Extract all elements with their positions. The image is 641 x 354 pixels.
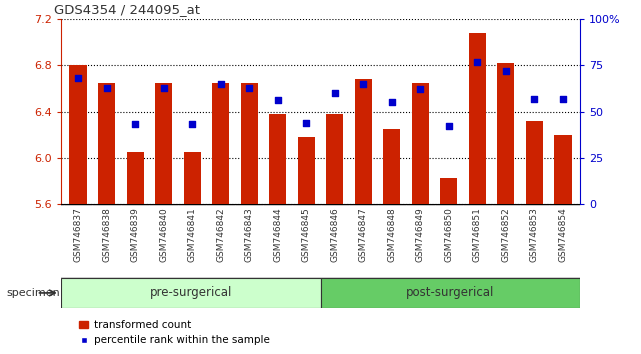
Text: GSM746848: GSM746848	[387, 207, 396, 262]
Bar	[126, 152, 144, 204]
Text: GDS4354 / 244095_at: GDS4354 / 244095_at	[54, 3, 201, 16]
Text: GSM746847: GSM746847	[359, 207, 368, 262]
Text: GSM746852: GSM746852	[501, 207, 510, 262]
Point	[158, 85, 169, 90]
Point	[329, 90, 340, 96]
Bar	[183, 152, 201, 204]
Point	[215, 81, 226, 87]
Text: GSM746841: GSM746841	[188, 207, 197, 262]
Bar	[212, 83, 229, 204]
Bar	[69, 65, 87, 204]
Bar	[469, 33, 486, 204]
Point	[272, 98, 283, 103]
Point	[358, 81, 369, 87]
Bar	[61, 278, 320, 308]
Text: GSM746840: GSM746840	[159, 207, 168, 262]
Text: GSM746846: GSM746846	[330, 207, 339, 262]
Bar	[240, 83, 258, 204]
Text: GSM746851: GSM746851	[473, 207, 482, 262]
Text: GSM746845: GSM746845	[302, 207, 311, 262]
Bar	[354, 79, 372, 204]
Text: GSM746854: GSM746854	[558, 207, 567, 262]
Bar	[440, 178, 458, 204]
Point	[244, 85, 254, 90]
Text: GSM746844: GSM746844	[273, 207, 282, 262]
Bar	[269, 114, 287, 204]
Point	[130, 121, 140, 127]
Bar	[98, 83, 115, 204]
Point	[187, 121, 197, 127]
Point	[387, 99, 397, 105]
Bar	[320, 278, 580, 308]
Point	[301, 120, 312, 125]
Text: GSM746842: GSM746842	[216, 207, 225, 262]
Legend: transformed count, percentile rank within the sample: transformed count, percentile rank withi…	[79, 320, 269, 345]
Text: post-surgerical: post-surgerical	[406, 286, 494, 299]
Bar	[383, 129, 401, 204]
Text: specimen: specimen	[6, 288, 60, 298]
Bar	[412, 83, 429, 204]
Bar	[554, 135, 572, 204]
Text: GSM746837: GSM746837	[74, 207, 83, 262]
Bar	[526, 121, 543, 204]
Point	[529, 96, 540, 102]
Bar	[155, 83, 172, 204]
Text: GSM746853: GSM746853	[530, 207, 539, 262]
Text: GSM746849: GSM746849	[416, 207, 425, 262]
Text: pre-surgerical: pre-surgerical	[149, 286, 232, 299]
Point	[444, 124, 454, 129]
Text: GSM746843: GSM746843	[245, 207, 254, 262]
Point	[415, 87, 426, 92]
Point	[472, 59, 483, 65]
Point	[501, 68, 511, 74]
Text: GSM746839: GSM746839	[131, 207, 140, 262]
Point	[558, 96, 568, 102]
Bar	[497, 63, 515, 204]
Point	[73, 75, 83, 81]
Text: GSM746838: GSM746838	[102, 207, 111, 262]
Text: GSM746850: GSM746850	[444, 207, 453, 262]
Bar	[326, 114, 344, 204]
Point	[101, 85, 112, 90]
Bar	[297, 137, 315, 204]
